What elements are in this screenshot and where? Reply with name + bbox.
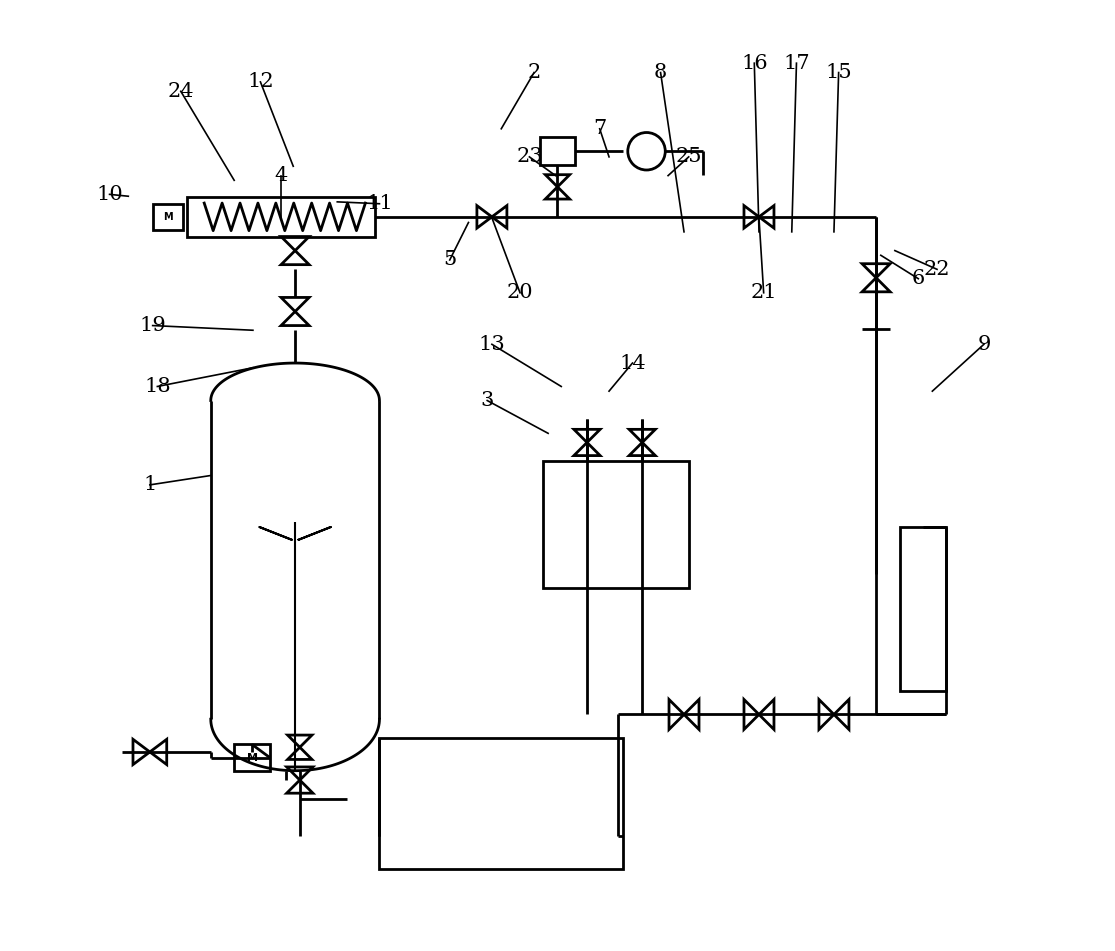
Bar: [234, 745, 270, 770]
Text: 6: 6: [912, 269, 925, 288]
Text: 23: 23: [516, 147, 543, 166]
Text: 21: 21: [750, 283, 777, 302]
Bar: [187, 197, 375, 237]
Text: 12: 12: [248, 72, 274, 91]
Text: 7: 7: [593, 119, 607, 138]
Text: 1: 1: [143, 476, 156, 495]
Text: 22: 22: [924, 260, 950, 279]
Text: 17: 17: [783, 53, 809, 72]
Text: 18: 18: [144, 377, 171, 396]
Text: 8: 8: [655, 63, 667, 82]
Text: 2: 2: [527, 63, 541, 82]
Text: 5: 5: [443, 250, 456, 269]
Text: 19: 19: [139, 316, 166, 335]
Text: 15: 15: [825, 63, 852, 82]
Text: 16: 16: [741, 53, 767, 72]
Text: 25: 25: [676, 147, 702, 166]
Bar: [153, 204, 183, 230]
Text: 9: 9: [977, 335, 990, 354]
Text: 24: 24: [167, 82, 194, 101]
Bar: [900, 527, 947, 691]
Text: 20: 20: [506, 283, 533, 302]
Text: 3: 3: [481, 391, 494, 410]
Text: 4: 4: [274, 166, 288, 185]
Text: 11: 11: [366, 194, 392, 213]
Text: 10: 10: [96, 184, 123, 204]
Text: M: M: [163, 212, 173, 222]
Bar: [540, 137, 575, 165]
Bar: [543, 461, 689, 588]
Text: M: M: [246, 752, 258, 763]
Text: 14: 14: [619, 354, 646, 373]
Text: 13: 13: [478, 335, 505, 354]
Bar: [379, 738, 623, 869]
